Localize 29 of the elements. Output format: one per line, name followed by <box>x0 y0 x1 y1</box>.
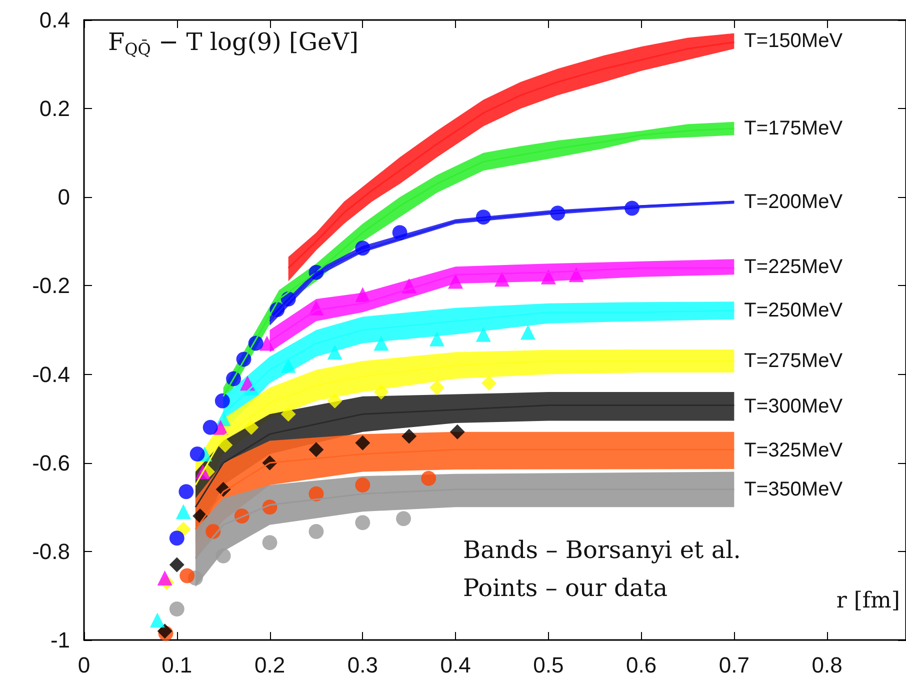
y-tick-label: -0.8 <box>32 538 70 564</box>
y-tick-label: 0.4 <box>39 8 70 32</box>
x-tick-label: 0.5 <box>533 652 564 678</box>
y-tick-label: -0.2 <box>32 273 70 298</box>
annotation: Bands – Borsanyi et al. <box>463 536 741 564</box>
series-label: T=200MeV <box>744 191 844 214</box>
series-label: T=275MeV <box>744 350 844 372</box>
x-tick-label: 0.3 <box>347 652 378 678</box>
y-tick-label: 0 <box>58 184 70 210</box>
series-label: T=225MeV <box>744 256 844 278</box>
series-label: T=250MeV <box>744 300 844 322</box>
annotation: Points – our data <box>463 574 668 602</box>
series-label: T=325MeV <box>744 439 844 462</box>
series-label: T=175MeV <box>744 118 844 140</box>
series-label: T=300MeV <box>744 395 844 418</box>
x-tick-label: 0 <box>78 652 90 678</box>
x-tick-label: 0.4 <box>440 652 471 678</box>
y-tick-label: 0.2 <box>39 96 70 122</box>
y-tick-label: -1 <box>50 628 70 652</box>
x-tick-label: 0.1 <box>162 652 192 678</box>
x-axis-title: r [fm] <box>836 588 900 614</box>
x-tick-label: 0.2 <box>254 652 286 678</box>
y-tick-label: -0.4 <box>32 362 70 387</box>
series-label: T=350MeV <box>744 478 844 500</box>
y-tick-label: -0.6 <box>32 450 70 476</box>
x-tick-label: 0.7 <box>718 652 750 678</box>
x-tick-label: 0.8 <box>812 652 842 678</box>
x-tick-label: 0.6 <box>626 652 657 678</box>
series-label: T=150MeV <box>744 30 844 52</box>
